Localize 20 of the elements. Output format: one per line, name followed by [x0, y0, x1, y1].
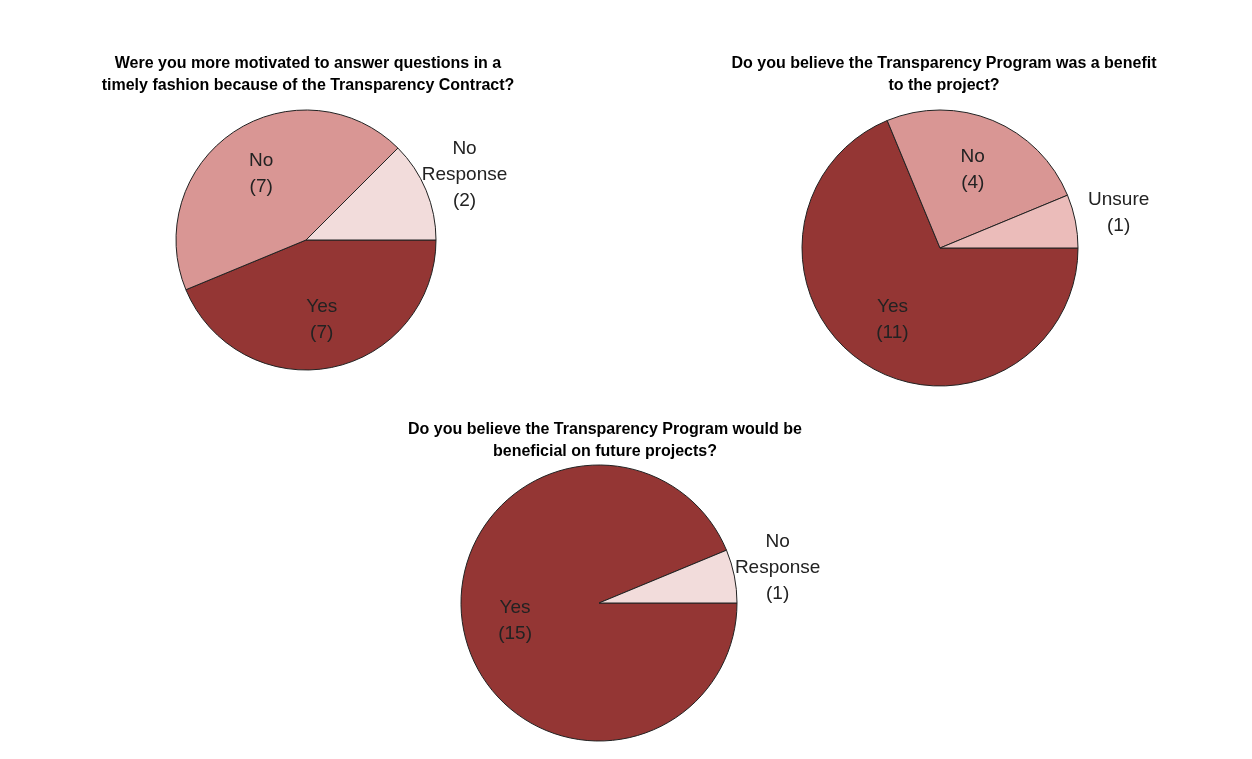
data-label: (1): [766, 582, 790, 604]
data-label: (7): [310, 321, 334, 343]
chart-title: Do you believe the Transparency Program was a benefit to the project?: [731, 54, 1158, 93]
chart-title: Were you more motivated to answer questions in a timely fashion because of the Transparency Contract?: [101, 54, 515, 93]
data-label: (7): [249, 174, 273, 196]
slice-label: No Response: [421, 137, 508, 185]
chart-title: Do you believe the Transparency Program would be beneficial on future projects?: [408, 420, 803, 459]
slice-label: No: [960, 144, 985, 166]
slice-label: Unsure: [1088, 188, 1150, 210]
slice-label: No: [249, 148, 274, 170]
data-label: (2): [452, 189, 477, 211]
data-label: (11): [876, 321, 909, 343]
data-label: (15): [498, 621, 532, 643]
slice-label: Yes: [306, 295, 338, 317]
slice-label: Yes: [499, 595, 531, 617]
data-label: (1): [1107, 214, 1131, 236]
data-label: (4): [961, 170, 985, 192]
slice-label: No Response: [734, 530, 821, 578]
pie-slice: [460, 464, 738, 742]
slice-label: Yes: [876, 295, 908, 317]
